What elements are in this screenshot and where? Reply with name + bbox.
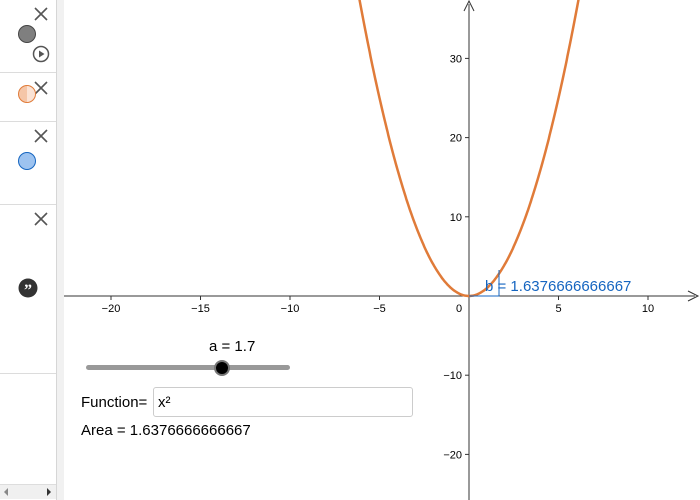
quote-icon[interactable]: ” <box>18 278 38 298</box>
svg-text:”: ” <box>24 282 32 298</box>
x-tick-label: 5 <box>555 303 561 315</box>
close-icon[interactable] <box>34 81 48 95</box>
x-tick-label: −5 <box>373 303 386 315</box>
slider-knob[interactable] <box>214 360 230 376</box>
horizontal-scrollbar[interactable] <box>0 484 56 499</box>
graphics-view[interactable]: −20 −15 −10 −5 0 5 10 30 20 10 −10 −20 <box>64 0 700 500</box>
slider-track[interactable] <box>86 365 290 370</box>
y-tick-label: 30 <box>450 53 462 65</box>
y-tick-label: −20 <box>443 449 462 461</box>
panel-divider[interactable] <box>56 0 64 500</box>
x-tick-label: 10 <box>642 303 654 315</box>
play-icon[interactable] <box>32 45 50 63</box>
visibility-toggle-icon[interactable] <box>18 25 36 43</box>
area-text: Area = 1.6376666666667 <box>81 422 251 439</box>
visibility-toggle-icon[interactable] <box>18 152 36 170</box>
x-tick-label: −15 <box>191 303 210 315</box>
y-tick-label: −10 <box>443 370 462 382</box>
y-tick-label: 10 <box>450 212 462 224</box>
algebra-item-2[interactable] <box>0 73 56 122</box>
slider-label: a = 1.7 <box>209 338 256 355</box>
algebra-item-4[interactable]: ” <box>0 205 56 374</box>
scroll-right-icon[interactable] <box>45 487 53 497</box>
y-tick-label: 20 <box>450 133 462 145</box>
x-tick-label: 0 <box>456 303 462 315</box>
close-icon[interactable] <box>34 212 48 226</box>
function-label: Function= <box>81 394 148 411</box>
algebra-item-1[interactable] <box>0 0 56 73</box>
x-tick-label: −10 <box>281 303 300 315</box>
close-icon[interactable] <box>34 129 48 143</box>
b-value-label: b = 1.6376666666667 <box>485 278 632 295</box>
visibility-toggle-icon[interactable] <box>18 85 36 103</box>
x-tick-label: −20 <box>102 303 121 315</box>
close-icon[interactable] <box>34 7 48 21</box>
algebra-panel: ” <box>0 0 56 500</box>
scroll-left-icon[interactable] <box>2 487 10 497</box>
algebra-item-3[interactable] <box>0 122 56 205</box>
area-bracket <box>469 270 500 297</box>
function-input[interactable] <box>153 387 413 417</box>
